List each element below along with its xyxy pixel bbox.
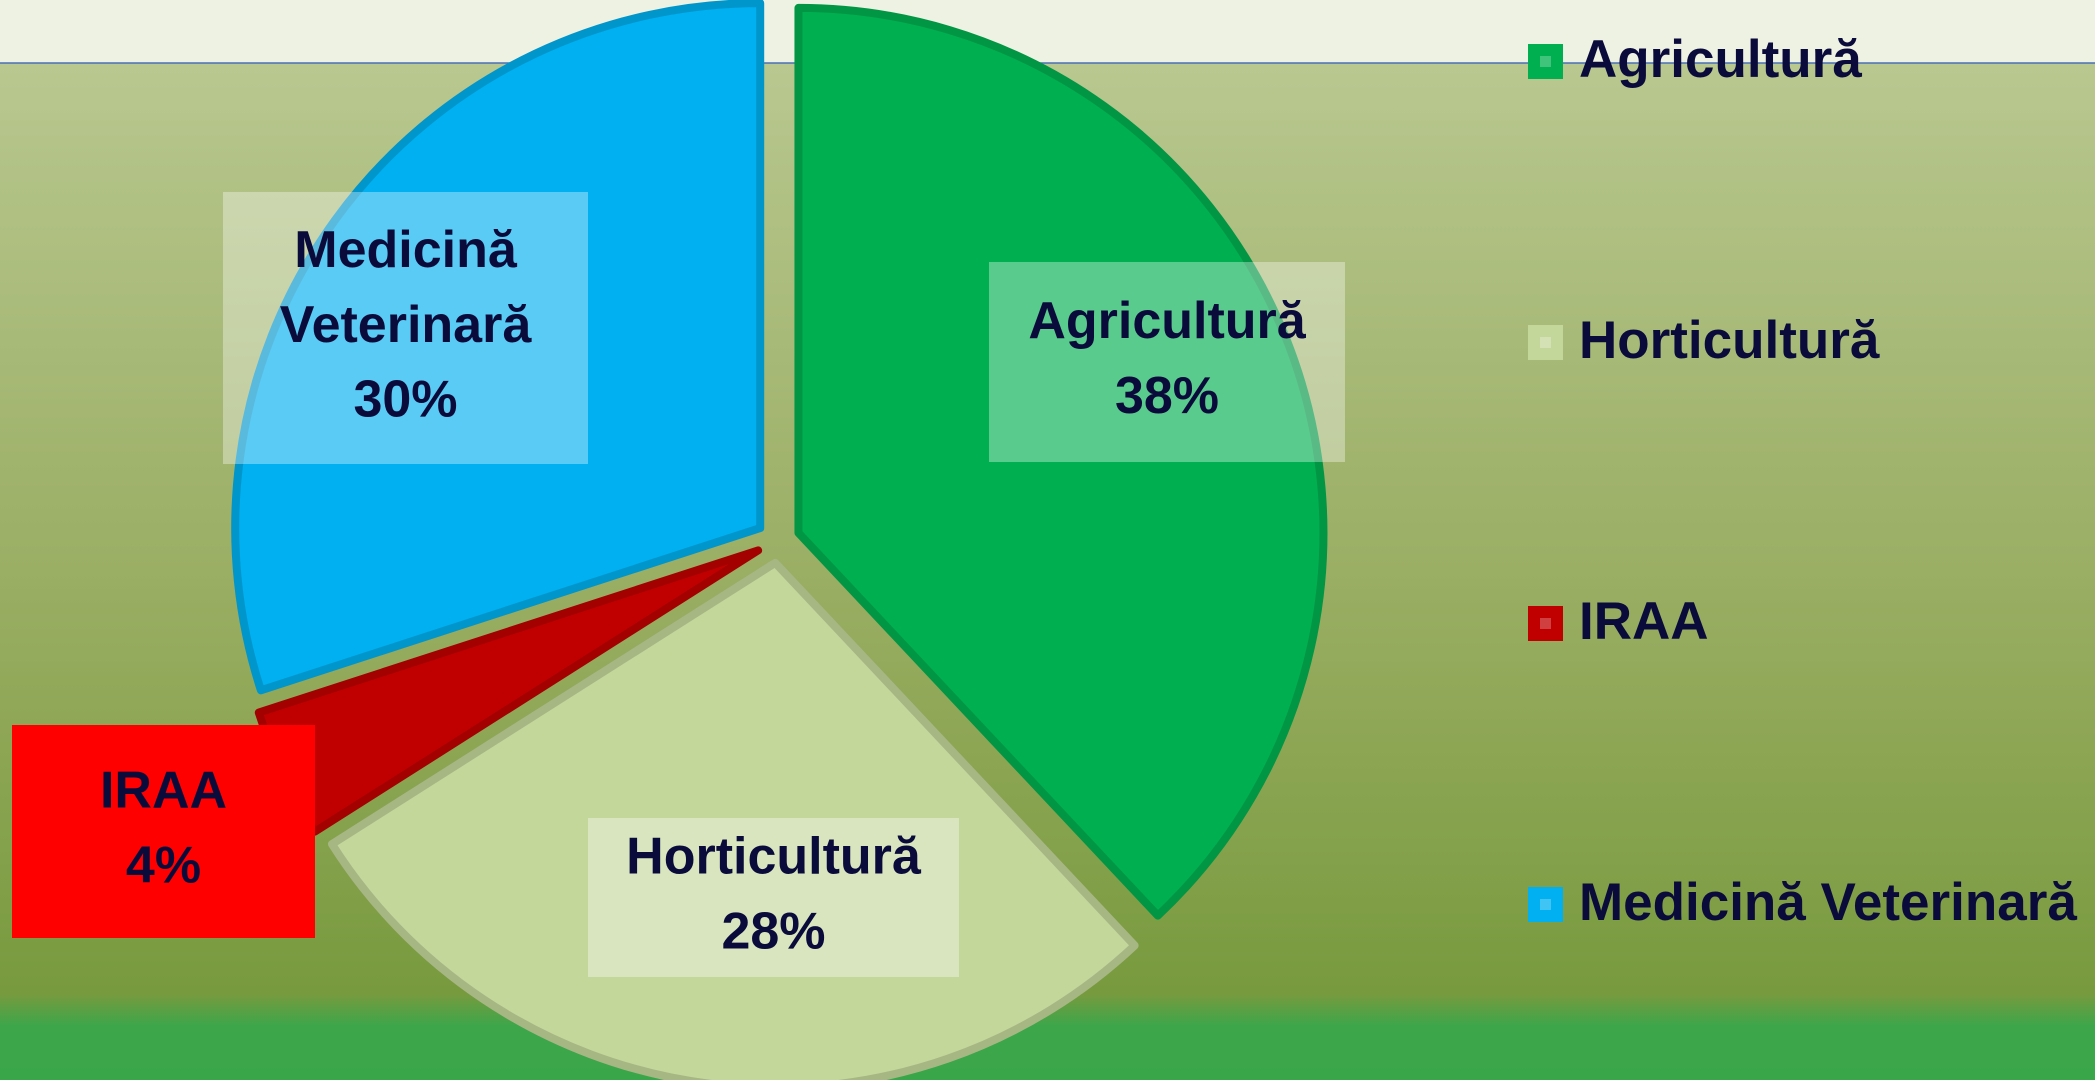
data-labels: Agricultură 38% Horticultură 28% IRAA 4% Medic… xyxy=(12,192,1345,977)
legend-label: Medicină Veterinară xyxy=(1579,873,2077,932)
legend-swatch xyxy=(1528,44,1563,79)
legend-label: Agricultură xyxy=(1579,30,1862,89)
header-strip xyxy=(0,0,2095,63)
data-label-category: Horticultură xyxy=(626,828,922,886)
data-label-value: 4% xyxy=(126,837,201,895)
data-label-value: 30% xyxy=(353,371,457,429)
data-label-value: 38% xyxy=(1115,367,1219,425)
label-box xyxy=(588,818,959,977)
legend-swatch-inner xyxy=(1540,56,1551,67)
label-box xyxy=(223,192,588,464)
legend-label: Horticultură xyxy=(1579,311,1880,370)
data-label-category: Medicină Veterinară xyxy=(280,221,533,354)
legend-swatch-inner xyxy=(1540,337,1551,348)
label-box xyxy=(989,262,1345,462)
pie-slice xyxy=(794,3,1328,920)
legend-label: IRAA xyxy=(1579,592,1709,651)
data-label-category: Agricultură xyxy=(1028,292,1306,350)
legend-swatch-inner xyxy=(1540,618,1551,629)
pie-slice xyxy=(231,0,765,695)
label-box xyxy=(12,725,315,938)
legend-swatch xyxy=(1528,606,1563,641)
data-label-category: IRAA xyxy=(100,762,227,820)
legend-swatch xyxy=(1528,887,1563,922)
legend-swatch xyxy=(1528,325,1563,360)
legend-swatch-inner xyxy=(1540,899,1551,910)
pie-slice xyxy=(327,558,1139,1080)
legend: Agricultură Horticultură IRAA Medicină Vete… xyxy=(1528,30,2077,932)
data-label-value: 28% xyxy=(721,903,825,961)
